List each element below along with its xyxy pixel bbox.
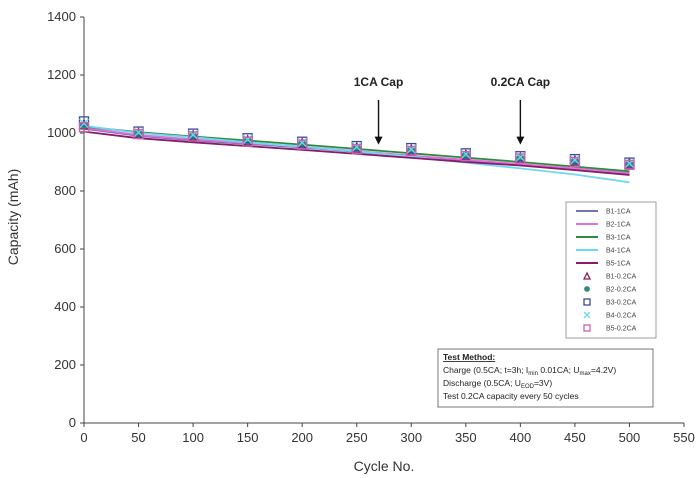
data-point-B5-0.2CA — [351, 144, 362, 155]
legend-label: B5-1CA — [606, 261, 631, 268]
x-tick-label: 100 — [182, 430, 204, 445]
annotation-label: 1CA Cap — [354, 75, 404, 89]
legend-label: B5-0.2CA — [606, 326, 637, 333]
data-point-B5-0.2CA — [133, 129, 144, 140]
legend-swatch — [584, 286, 590, 292]
x-axis-title: Cycle No. — [354, 458, 415, 474]
data-point-B5-0.2CA — [242, 136, 253, 147]
legend-label: B4-0.2CA — [606, 313, 637, 320]
y-tick-label: 1400 — [47, 9, 76, 24]
x-tick-label: 0 — [80, 430, 87, 445]
data-point-B5-0.2CA — [187, 131, 199, 142]
data-point-B5-0.2CA — [297, 139, 308, 150]
annotation-arrowhead — [374, 136, 383, 145]
legend-label: B1-0.2CA — [606, 274, 637, 281]
data-point-B3-0.2CA — [78, 116, 90, 127]
test-method-frequency: Test 0.2CA capacity every 50 cycles — [443, 391, 579, 401]
x-tick-label: 350 — [455, 430, 477, 445]
data-point-B5-0.2CA — [515, 153, 526, 164]
legend-label: B3-1CA — [606, 235, 631, 242]
data-point-B5-0.2CA — [624, 159, 635, 171]
x-tick-label: 550 — [673, 430, 695, 445]
y-tick-label: 1200 — [47, 67, 76, 82]
test-method-discharge: Discharge (0.5CA; UEOD=3V) — [443, 378, 552, 390]
test-method-box: Test Method: Charge (0.5CA; t=3h; Imin 0… — [437, 348, 654, 408]
legend-label: B4-1CA — [606, 248, 631, 255]
y-tick-label: 400 — [54, 299, 76, 314]
x-tick-label: 150 — [237, 430, 259, 445]
x-tick-label: 450 — [564, 430, 586, 445]
axes: 0 200 400 600 800 1000 1200 1400 0 50 100 150 200 250… — [47, 9, 695, 445]
annotation-label: 0.2CA Cap — [491, 75, 551, 89]
y-tick-label: 600 — [54, 241, 76, 256]
legend-label: B2-1CA — [606, 222, 631, 229]
x-tick-label: 200 — [291, 430, 313, 445]
data-point-B5-0.2CA — [406, 145, 417, 157]
data-point-B5-0.2CA — [460, 151, 471, 162]
x-tick-label: 250 — [346, 430, 368, 445]
data-point-B5-0.2CA — [569, 156, 581, 168]
test-method-charge: Charge (0.5CA; t=3h; Imin 0.01CA; Umax=4… — [443, 365, 616, 377]
y-axis-title: Capacity (mAh) — [5, 169, 21, 265]
legend: B1-1CA B2-1CA B3-1CA B4-1CA B5-1CA B1-0.2CA B2… — [565, 201, 657, 339]
legend-swatch — [583, 324, 591, 332]
legend-swatch — [582, 271, 592, 280]
legend-label: B3-0.2CA — [606, 300, 637, 307]
x-tick-label: 400 — [510, 430, 532, 445]
data-point-B4-0.2CA — [351, 141, 362, 152]
x-tick-label: 300 — [400, 430, 422, 445]
annotation-arrowhead — [516, 136, 525, 145]
data-point-B4-0.2CA — [242, 134, 253, 145]
y-tick-label: 0 — [69, 415, 76, 430]
y-tick-label: 800 — [54, 183, 76, 198]
data-point-B5-0.2CA — [78, 122, 90, 133]
legend-swatch — [583, 311, 591, 319]
legend-label: B2-0.2CA — [606, 287, 637, 294]
annotations: 1CA Cap 0.2CA Cap — [354, 75, 550, 145]
test-method-heading: Test Method: — [443, 352, 495, 362]
x-tick-label: 50 — [131, 430, 145, 445]
x-tick-label: 500 — [619, 430, 641, 445]
marker-group — [78, 116, 636, 171]
y-tick-label: 200 — [54, 357, 76, 372]
data-point-B4-0.2CA — [79, 118, 89, 129]
legend-label: B1-1CA — [606, 209, 631, 216]
y-tick-label: 1000 — [47, 125, 76, 140]
legend-swatch — [583, 298, 591, 306]
